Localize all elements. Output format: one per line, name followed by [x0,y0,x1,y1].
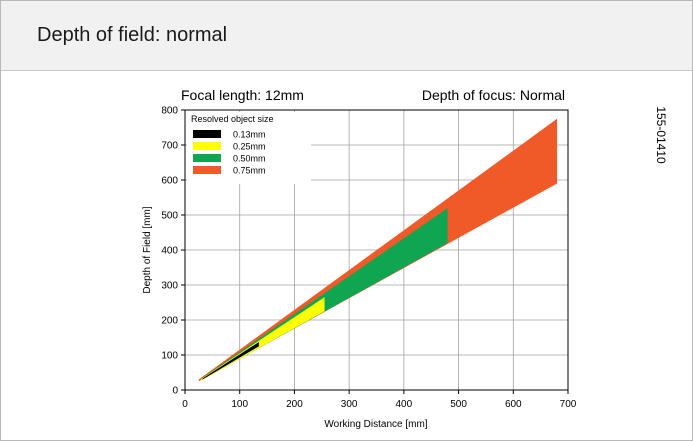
legend-swatch [193,130,221,138]
y-tick-label: 300 [161,281,178,292]
band-0-13mm [202,342,259,380]
panel-header: Depth of field: normal [1,1,692,71]
depth-of-field-chart: 0 100 200 300 400 500 600 700 0 100 200 300 400 500 60… [142,87,668,430]
chart-title-right: Depth of focus: Normal [422,87,565,103]
legend-label: 0.25mm [233,142,266,152]
figure-id: 155-01410 [654,106,668,164]
x-tick-label: 400 [396,399,413,410]
chart-title-left: Focal length: 12mm [181,87,304,103]
y-tick-label: 800 [161,106,178,117]
y-tick-label: 0 [172,386,178,397]
y-tick-label: 400 [161,246,178,257]
y-tick-label: 200 [161,316,178,327]
gridlines [185,110,568,390]
x-tick-label: 100 [231,399,248,410]
x-tick-label: 700 [560,399,577,410]
legend-label: 0.13mm [233,130,266,140]
x-tick-label: 0 [182,399,188,410]
legend: Resolved object size 0.13mm 0.25mm 0.50mm 0.… [187,112,311,184]
data-bands [198,118,558,382]
y-tick-label: 600 [161,176,178,187]
axis-ticks: 0 100 200 300 400 500 600 700 0 100 200 300 400 500 60… [161,106,576,411]
legend-title: Resolved object size [191,114,274,124]
band-0-75mm [198,118,558,382]
band-0-50mm [201,208,448,381]
legend-label: 0.50mm [233,154,266,164]
x-tick-label: 200 [286,399,303,410]
legend-label: 0.75mm [233,166,266,176]
x-tick-label: 600 [505,399,522,410]
legend-swatch [193,154,221,162]
x-tick-label: 300 [341,399,358,410]
legend-swatch [193,142,221,150]
y-tick-label: 700 [161,141,178,152]
x-tick-label: 500 [450,399,467,410]
y-tick-label: 500 [161,211,178,222]
legend-swatch [193,166,221,174]
y-tick-label: 100 [161,351,178,362]
x-axis-label: Working Distance [mm] [324,419,427,430]
y-axis-label: Depth of Field [mm] [142,206,153,293]
panel-title: Depth of field: normal [37,24,228,46]
